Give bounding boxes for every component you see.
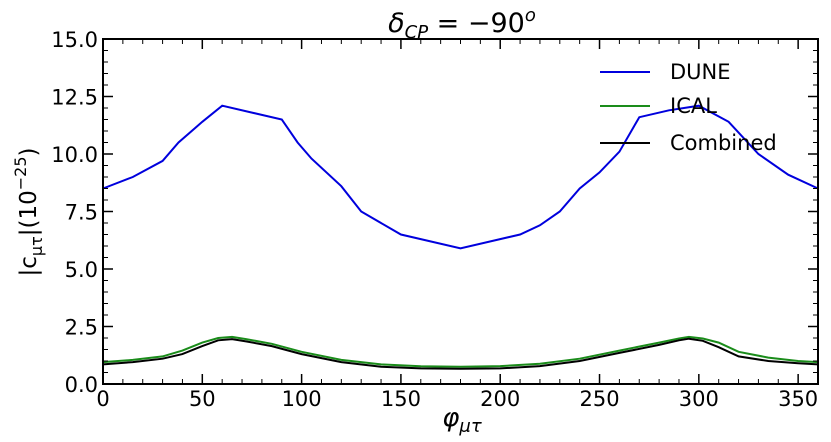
x-axis-title: φμτ (442, 403, 482, 437)
series-line-ical (102, 335, 819, 368)
legend-label-combined: Combined (670, 131, 777, 155)
ticks (102, 38, 819, 385)
tick-labels: 0 50 100 150 200 250 300 350 0.0 2.5 5.0 7.5 10.0 12.… (51, 28, 818, 411)
y-tick-label: 15.0 (51, 28, 98, 52)
x-tick-label: 150 (381, 387, 421, 411)
y-tick-label: 0.0 (65, 373, 98, 397)
x-tick-label: 250 (579, 387, 619, 411)
legend-label-dune: DUNE (670, 60, 731, 84)
y-axis-title: |cμτ|(10−25) (11, 148, 46, 277)
series-line-combined (102, 337, 819, 370)
x-tick-label: 50 (189, 387, 216, 411)
legend-label-ical: ICAL (670, 94, 717, 118)
x-tick-label: 100 (282, 387, 322, 411)
chart-title: δCP = −90o (388, 5, 536, 43)
legend: DUNE ICAL Combined (600, 60, 777, 155)
x-tick-label: 350 (778, 387, 818, 411)
x-tick-label: 0 (96, 387, 109, 411)
series-line-dune (102, 104, 819, 250)
x-tick-label: 300 (679, 387, 719, 411)
y-tick-label: 12.5 (51, 86, 98, 110)
y-tick-label: 10.0 (51, 143, 98, 167)
y-tick-label: 2.5 (65, 316, 98, 340)
y-tick-label: 5.0 (65, 258, 98, 282)
x-tick-label: 200 (480, 387, 520, 411)
plot-lines (102, 104, 819, 370)
plot-frame (102, 38, 819, 385)
y-tick-label: 7.5 (65, 201, 98, 225)
